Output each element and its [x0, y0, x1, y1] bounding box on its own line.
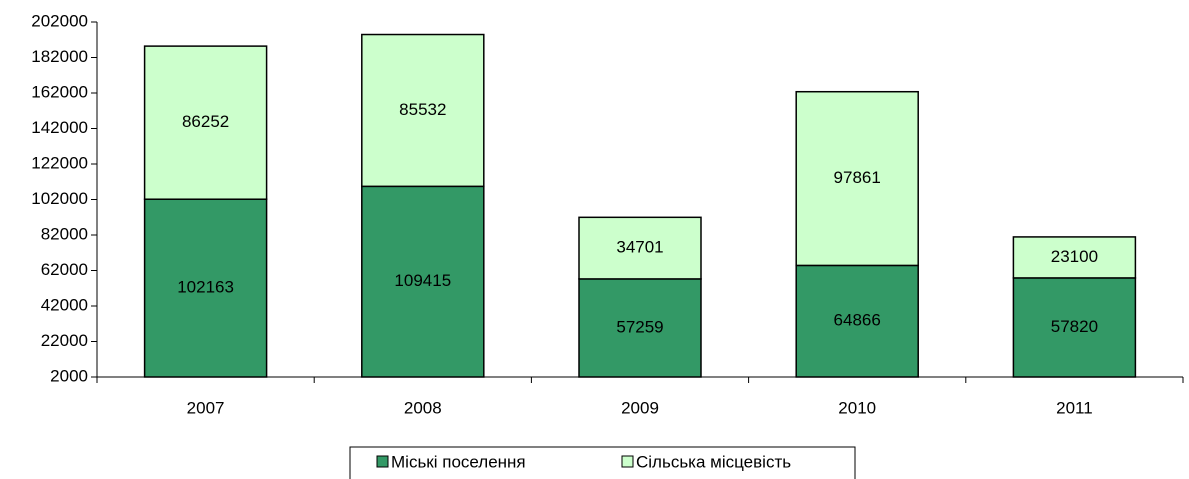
y-tick-label: 202000: [31, 11, 88, 30]
bar-segment: [795, 90, 919, 267]
x-tick-label: 2008: [404, 398, 442, 417]
value-label: 34701: [616, 238, 663, 257]
y-tick-label: 22000: [41, 331, 88, 350]
y-tick-label: 122000: [31, 153, 88, 172]
x-tick-label: 2009: [621, 398, 659, 417]
y-tick-label: 62000: [41, 260, 88, 279]
legend-label: Сільська місцевість: [636, 452, 791, 471]
y-tick-label: 2000: [50, 366, 88, 385]
bar-segment: [143, 198, 268, 378]
value-label: 97861: [834, 168, 881, 187]
value-label: 64866: [834, 311, 881, 330]
y-tick-label: 142000: [31, 118, 88, 137]
value-label: 85532: [399, 100, 446, 119]
legend-swatch: [376, 455, 389, 468]
value-label: 109415: [394, 271, 451, 290]
y-tick-label: 102000: [31, 189, 88, 208]
value-label: 23100: [1051, 247, 1098, 266]
legend-label: Міські поселення: [391, 452, 526, 471]
bar-segment: [361, 33, 485, 188]
bar-segment: [143, 45, 268, 200]
legend-swatch: [621, 455, 634, 468]
value-label: 57259: [616, 317, 663, 336]
x-tick-label: 2010: [838, 398, 876, 417]
value-label: 86252: [182, 112, 229, 131]
y-tick-label: 82000: [41, 224, 88, 243]
bar-segment: [578, 216, 702, 280]
x-tick-label: 2011: [1056, 398, 1093, 417]
y-tick-label: 162000: [31, 82, 88, 101]
y-tick-label: 42000: [41, 295, 88, 314]
value-label: 57820: [1051, 317, 1098, 336]
x-tick-label: 2007: [187, 398, 225, 417]
bar-segment: [361, 185, 485, 378]
legend-box: [349, 446, 856, 479]
bar-segment: [578, 278, 702, 378]
value-label: 102163: [177, 278, 234, 297]
bar-segment: [1012, 236, 1137, 279]
bar-segment: [1012, 277, 1137, 378]
y-tick-label: 182000: [31, 47, 88, 66]
